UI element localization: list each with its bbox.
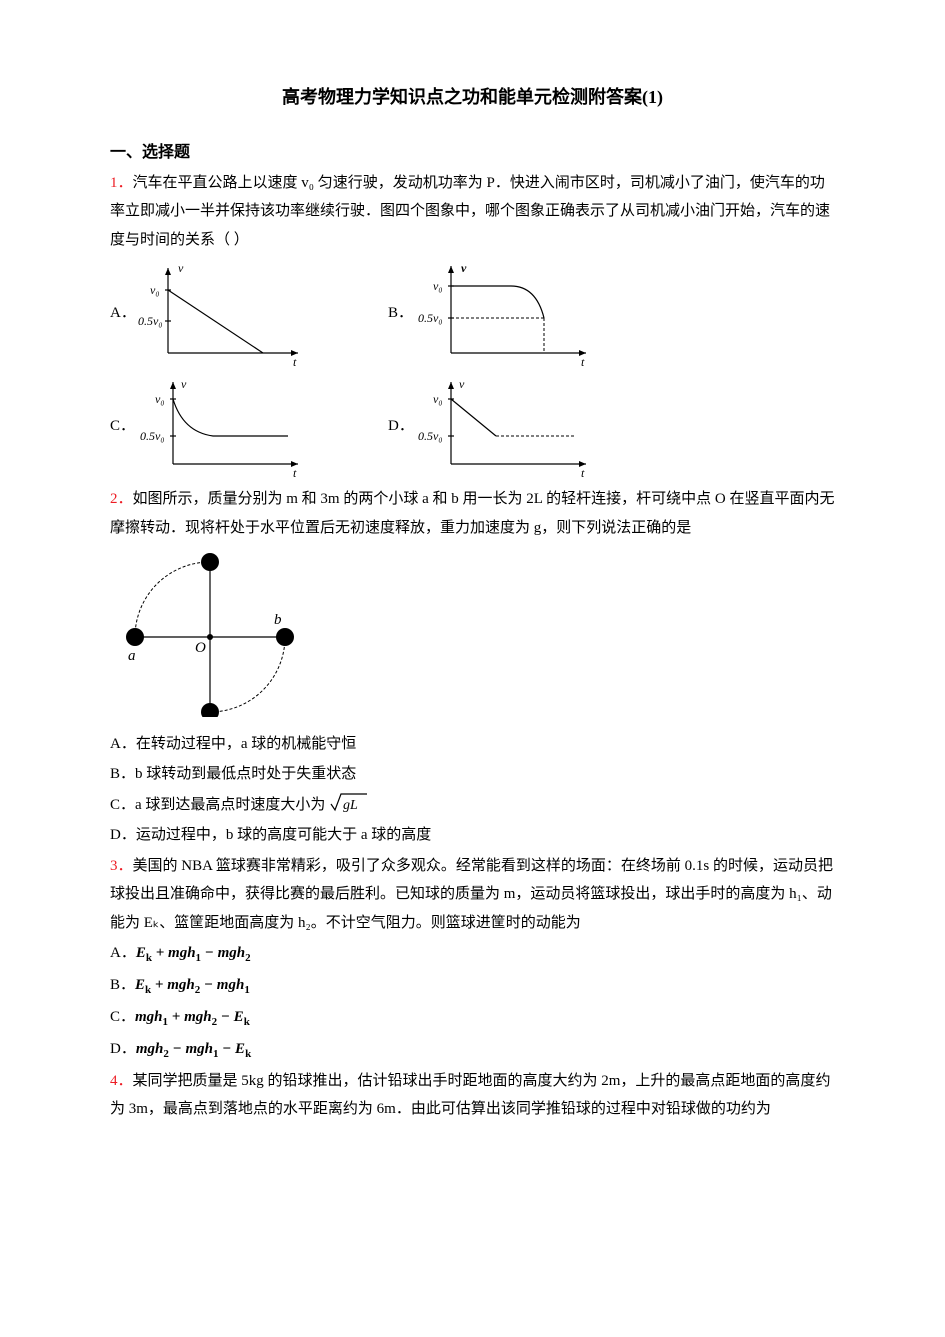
svg-text:v₀: v₀ (150, 283, 160, 297)
q2-choice-a: A．在转动过程中，a 球的机械能守恒 (110, 730, 835, 759)
question-2: 2．如图所示，质量分别为 m 和 3m 的两个小球 a 和 b 用一长为 2L … (110, 485, 835, 542)
svg-text:v: v (459, 377, 465, 391)
q4-text: 某同学把质量是 5kg 的铅球推出，估计铅球出手时距地面的高度大约为 2m，上升… (110, 1073, 830, 1118)
svg-text:0.5v₀: 0.5v₀ (140, 429, 165, 443)
q3-text: 美国的 NBA 篮球赛非常精彩，吸引了众多观众。经常能看到这样的场面：在终场前 … (110, 858, 833, 931)
svg-text:t: t (293, 355, 297, 368)
svg-text:v₀: v₀ (433, 279, 443, 293)
q2-choice-c: C．a 球到达最高点时速度大小为 gL (110, 791, 835, 820)
q2-choice-d: D．运动过程中，b 球的高度可能大于 a 球的高度 (110, 821, 835, 850)
q1-label-b: B． (388, 299, 416, 328)
svg-text:O: O (195, 640, 206, 656)
q3-choice-c: C．mgh1 + mgh2 − Ek (110, 1003, 835, 1033)
svg-text:t: t (293, 466, 297, 479)
q3-choice-b: B．Ek + mgh2 − mgh1 (110, 971, 835, 1001)
q1-label-d: D． (388, 412, 416, 441)
question-4: 4．某同学把质量是 5kg 的铅球推出，估计铅球出手时距地面的高度大约为 2m，… (110, 1067, 835, 1124)
question-1: 1．汽车在平直公路上以速度 v₀ 匀速行驶，发动机功率为 P．快进入闹市区时，司… (110, 169, 835, 255)
svg-text:gL: gL (343, 798, 358, 813)
svg-text:t: t (581, 355, 585, 368)
q1-graph-d: v t v₀ 0.5v₀ (416, 374, 596, 479)
svg-text:0.5v₀: 0.5v₀ (418, 311, 443, 325)
q2-diagram: a b O (110, 542, 310, 717)
q2-number: 2． (110, 491, 133, 507)
q3-choice-d: D．mgh2 − mgh1 − Ek (110, 1035, 835, 1065)
question-3: 3．美国的 NBA 篮球赛非常精彩，吸引了众多观众。经常能看到这样的场面：在终场… (110, 852, 835, 938)
q3-number: 3． (110, 858, 133, 874)
q1-graph-a: v t v₀ 0.5v₀ (138, 258, 308, 368)
svg-text:v: v (461, 261, 467, 275)
q2-choice-b: B．b 球转动到最低点时处于失重状态 (110, 760, 835, 789)
doc-title: 高考物理力学知识点之功和能单元检测附答案(1) (110, 80, 835, 114)
q1-graph-c: v t v₀ 0.5v₀ (138, 374, 308, 479)
section-heading: 一、选择题 (110, 138, 835, 168)
q1-label-c: C． (110, 412, 138, 441)
q1-text: 汽车在平直公路上以速度 v₀ 匀速行驶，发动机功率为 P．快进入闹市区时，司机减… (110, 175, 830, 248)
svg-text:b: b (274, 612, 282, 628)
q1-label-a: A． (110, 299, 138, 328)
svg-text:0.5v₀: 0.5v₀ (418, 429, 443, 443)
q1-row-ab: A． v t v₀ 0.5v₀ B． v t v₀ 0.5v₀ (110, 258, 835, 368)
q1-row-cd: C． v t v₀ 0.5v₀ D． v t v₀ 0.5v₀ (110, 374, 835, 479)
svg-text:v₀: v₀ (433, 392, 443, 406)
svg-text:v: v (178, 261, 184, 275)
svg-text:a: a (128, 648, 136, 664)
q2-text: 如图所示，质量分别为 m 和 3m 的两个小球 a 和 b 用一长为 2L 的轻… (110, 491, 834, 536)
q4-number: 4． (110, 1073, 133, 1089)
svg-text:v: v (181, 377, 187, 391)
sqrt-icon: gL (329, 792, 369, 814)
svg-text:v₀: v₀ (155, 392, 165, 406)
q3-choice-a: A．Ek + mgh1 − mgh2 (110, 939, 835, 969)
svg-text:0.5v₀: 0.5v₀ (138, 314, 163, 328)
q1-graph-b: v t v₀ 0.5v₀ (416, 258, 596, 368)
svg-text:t: t (581, 466, 585, 479)
q1-number: 1． (110, 175, 133, 191)
